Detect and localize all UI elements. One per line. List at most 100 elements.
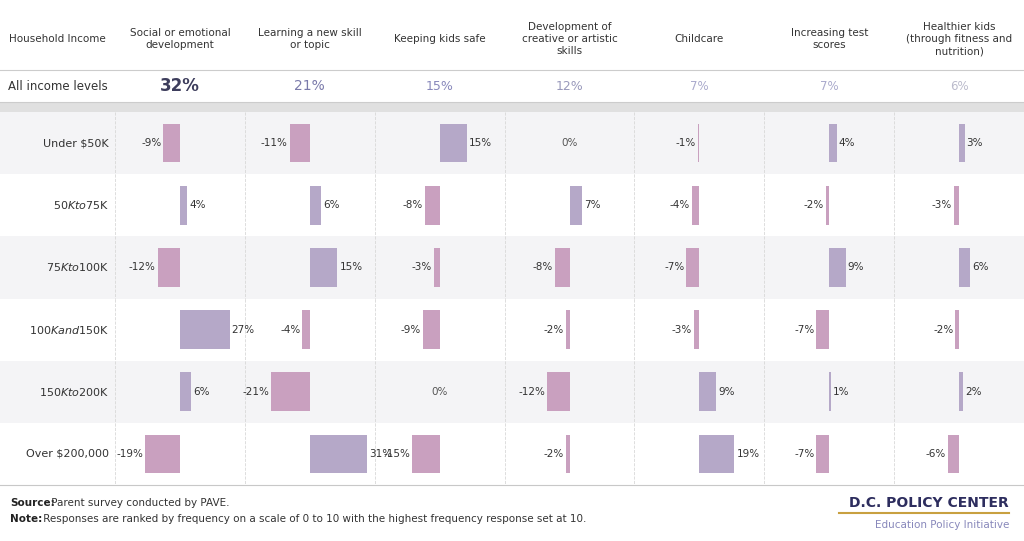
Bar <box>0 361 1024 423</box>
Bar <box>310 186 321 225</box>
Bar <box>566 311 569 349</box>
Bar <box>164 124 180 162</box>
Text: Learning a new skill
or topic: Learning a new skill or topic <box>258 28 361 50</box>
Text: -21%: -21% <box>243 387 269 397</box>
Text: Under $50K: Under $50K <box>43 138 109 148</box>
Bar <box>959 124 965 162</box>
Text: -2%: -2% <box>803 200 823 210</box>
Text: 6%: 6% <box>972 262 988 273</box>
Bar <box>0 4 1024 70</box>
Text: 4%: 4% <box>189 200 206 210</box>
Text: -4%: -4% <box>670 200 690 210</box>
Bar <box>699 372 716 411</box>
Bar <box>686 248 699 287</box>
Text: -7%: -7% <box>794 325 814 334</box>
Text: 7%: 7% <box>690 80 709 93</box>
Bar <box>271 372 310 411</box>
Bar <box>434 248 439 287</box>
Text: 4%: 4% <box>839 138 855 148</box>
Bar <box>0 236 1024 299</box>
Bar <box>959 372 963 411</box>
Text: Increasing test
scores: Increasing test scores <box>791 28 868 50</box>
Text: -15%: -15% <box>383 449 410 459</box>
Bar <box>566 434 569 473</box>
Text: Source:: Source: <box>10 498 54 508</box>
Text: -3%: -3% <box>412 262 432 273</box>
Text: 7%: 7% <box>585 200 601 210</box>
Bar <box>948 434 959 473</box>
Text: $100K and $150K: $100K and $150K <box>29 324 109 335</box>
Text: All income levels: All income levels <box>7 80 108 93</box>
Text: $150K to $200K: $150K to $200K <box>39 386 109 398</box>
Text: -8%: -8% <box>402 200 423 210</box>
Text: -2%: -2% <box>544 449 564 459</box>
Bar <box>158 248 180 287</box>
Bar <box>829 124 837 162</box>
Bar <box>829 372 831 411</box>
Text: 15%: 15% <box>339 262 362 273</box>
Text: Education Policy Initiative: Education Policy Initiative <box>874 520 1009 530</box>
Text: 2%: 2% <box>965 387 981 397</box>
Text: Responses are ranked by frequency on a scale of 0 to 10 with the highest frequen: Responses are ranked by frequency on a s… <box>40 514 587 524</box>
Bar <box>569 186 583 225</box>
Text: Social or emotional
development: Social or emotional development <box>130 28 230 50</box>
Text: Development of
creative or artistic
skills: Development of creative or artistic skil… <box>521 22 617 56</box>
Text: -1%: -1% <box>675 138 695 148</box>
Bar <box>0 102 1024 112</box>
Bar <box>180 186 187 225</box>
Text: -4%: -4% <box>281 325 300 334</box>
Text: $50K to $75K: $50K to $75K <box>52 199 109 211</box>
Text: Keeping kids safe: Keeping kids safe <box>394 34 485 44</box>
Text: 0%: 0% <box>431 387 447 397</box>
Text: 0%: 0% <box>561 138 578 148</box>
Text: -8%: -8% <box>532 262 553 273</box>
Bar <box>699 434 734 473</box>
Text: -7%: -7% <box>665 262 684 273</box>
Bar <box>0 174 1024 236</box>
Text: 31%: 31% <box>369 449 392 459</box>
Text: Over $200,000: Over $200,000 <box>26 449 109 459</box>
Bar <box>290 124 310 162</box>
Bar <box>0 112 1024 174</box>
Text: 21%: 21% <box>295 79 326 93</box>
Text: -3%: -3% <box>672 325 692 334</box>
Text: 6%: 6% <box>949 80 969 93</box>
Bar <box>816 434 829 473</box>
Bar <box>825 186 829 225</box>
Bar <box>959 248 970 287</box>
Text: -2%: -2% <box>544 325 564 334</box>
Text: 1%: 1% <box>834 387 850 397</box>
Bar <box>0 299 1024 361</box>
Bar <box>0 70 1024 102</box>
Bar <box>694 311 699 349</box>
Bar <box>829 248 846 287</box>
Text: -9%: -9% <box>400 325 421 334</box>
Bar <box>302 311 310 349</box>
Bar <box>180 372 191 411</box>
Text: 9%: 9% <box>848 262 864 273</box>
Text: 12%: 12% <box>556 80 584 93</box>
Text: 6%: 6% <box>193 387 210 397</box>
Text: Note:: Note: <box>10 514 42 524</box>
Text: 32%: 32% <box>160 77 200 95</box>
Text: $75K to $100K: $75K to $100K <box>46 261 109 273</box>
Bar <box>423 311 439 349</box>
Bar <box>816 311 829 349</box>
Bar <box>180 311 229 349</box>
Text: 7%: 7% <box>820 80 839 93</box>
Text: 27%: 27% <box>231 325 255 334</box>
Text: -6%: -6% <box>926 449 946 459</box>
Bar <box>955 311 959 349</box>
Bar <box>310 434 367 473</box>
Bar <box>425 186 439 225</box>
Bar <box>439 124 467 162</box>
Text: -19%: -19% <box>116 449 143 459</box>
Bar <box>412 434 439 473</box>
Bar <box>548 372 569 411</box>
Text: 19%: 19% <box>736 449 760 459</box>
Text: Childcare: Childcare <box>675 34 724 44</box>
Text: -9%: -9% <box>141 138 162 148</box>
Text: -12%: -12% <box>129 262 156 273</box>
Text: -12%: -12% <box>518 387 546 397</box>
Bar <box>555 248 569 287</box>
